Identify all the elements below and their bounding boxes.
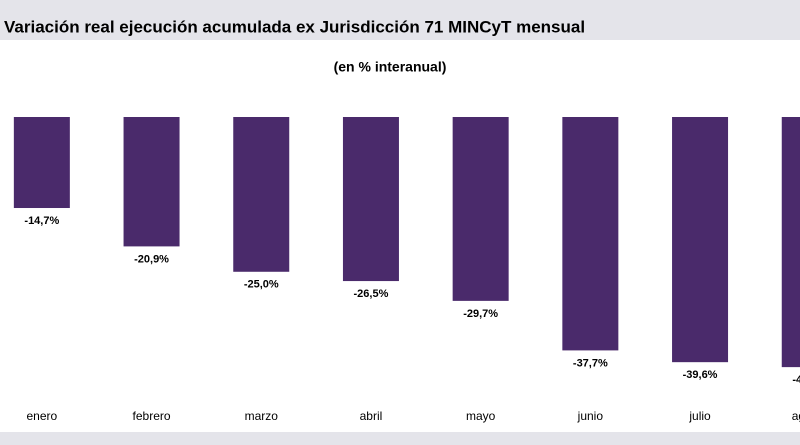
footer-band — [0, 432, 800, 445]
value-label: -40,4% — [792, 374, 800, 386]
bar — [13, 117, 70, 209]
bar — [123, 117, 180, 247]
value-label: -29,7% — [463, 308, 498, 320]
bar — [672, 117, 729, 363]
chart-title: Variación real ejecución acumulada ex Ju… — [4, 17, 585, 36]
bar — [562, 117, 619, 351]
value-label: -25,0% — [244, 279, 279, 291]
x-tick-label: febrero — [133, 409, 171, 423]
value-label: -14,7% — [24, 215, 59, 227]
bar — [781, 117, 800, 368]
title-band — [0, 0, 800, 40]
value-label: -26,5% — [354, 288, 389, 300]
x-tick-label: julio — [688, 409, 711, 423]
x-tick-label: mayo — [466, 409, 496, 423]
bar — [342, 117, 399, 282]
value-label: -39,6% — [683, 369, 718, 381]
bar — [452, 117, 509, 301]
value-label: -37,7% — [573, 357, 608, 369]
x-tick-label: enero — [26, 409, 57, 423]
value-label: -20,9% — [134, 253, 169, 265]
x-tick-label: agosto — [792, 409, 800, 423]
x-tick-label: junio — [577, 409, 604, 423]
x-tick-label: abril — [360, 409, 383, 423]
bar — [233, 117, 290, 272]
x-tick-label: marzo — [245, 409, 279, 423]
chart-subtitle: (en % interanual) — [334, 59, 447, 75]
